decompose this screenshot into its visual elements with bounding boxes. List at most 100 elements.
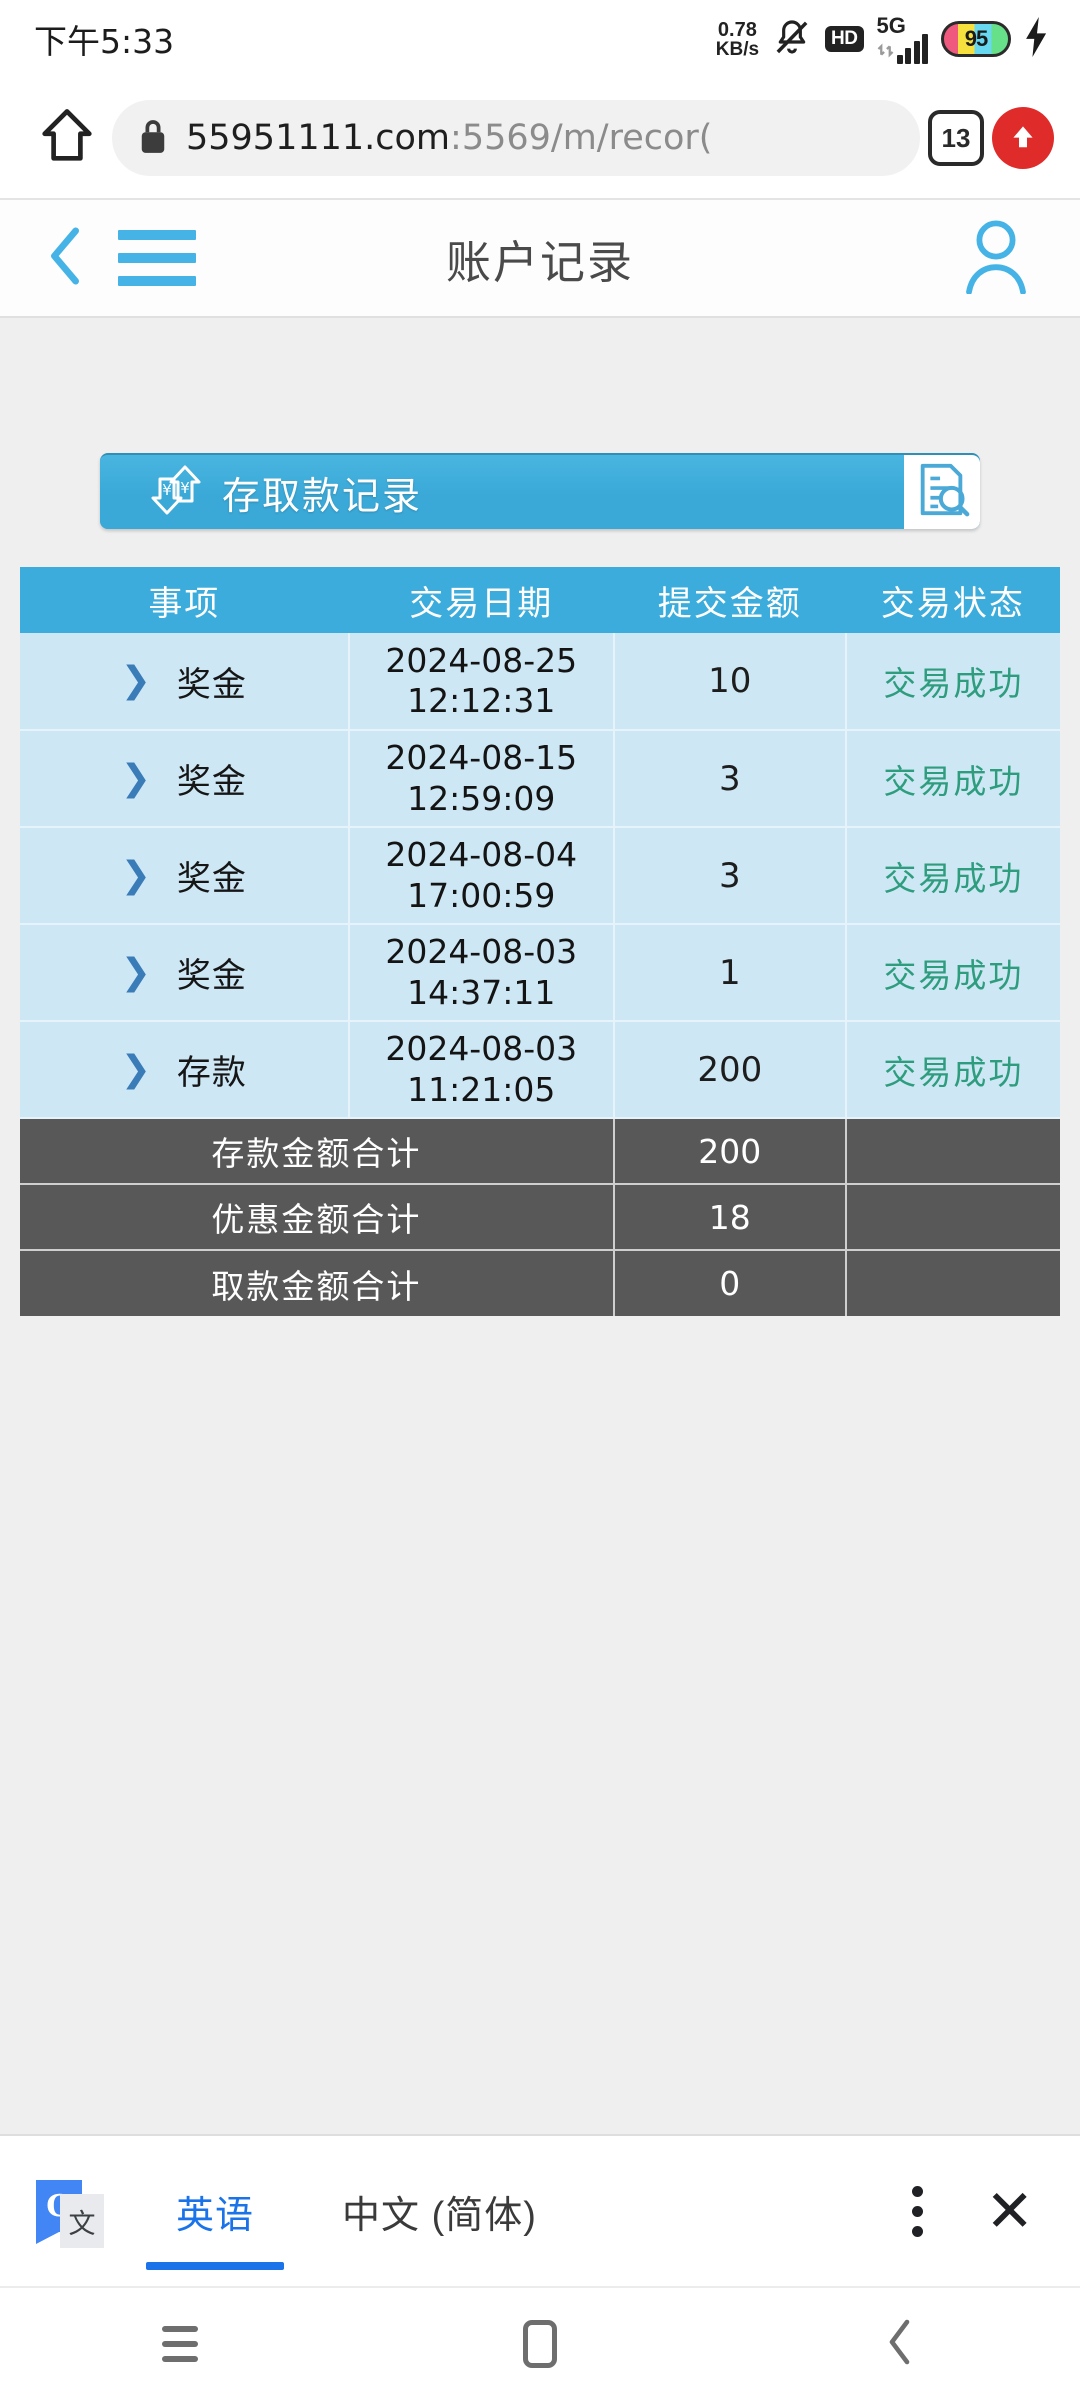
summary-value: 0 bbox=[613, 1250, 847, 1316]
transaction-time: 17:00:59 bbox=[407, 875, 556, 915]
cell-status: 交易成功 bbox=[845, 633, 1060, 731]
cell-item[interactable]: ❯ 存款 bbox=[20, 1021, 350, 1119]
item-label: 奖金 bbox=[176, 957, 247, 995]
url-bar[interactable]: 55951111.com:5569/m/recor( bbox=[112, 100, 920, 176]
summary-row: 取款金额合计 0 bbox=[20, 1250, 1060, 1316]
cell-amount: 200 bbox=[613, 1021, 847, 1119]
cell-status: 交易成功 bbox=[845, 1021, 1060, 1119]
data-transfer-icon bbox=[877, 42, 894, 64]
deposit-withdraw-arrows-icon: ¥ ¥ bbox=[148, 461, 208, 524]
url-path: :5569/m/recor( bbox=[450, 118, 713, 158]
network-speed-indicator: 0.78 KB/s bbox=[716, 20, 759, 59]
charging-bolt-icon bbox=[1024, 16, 1050, 62]
upload-arrow-icon bbox=[1007, 120, 1039, 157]
recents-button[interactable] bbox=[110, 2326, 250, 2362]
banner-title: 存取款记录 bbox=[222, 475, 423, 518]
kebab-menu-icon[interactable] bbox=[912, 2185, 924, 2237]
cell-item[interactable]: ❯ 奖金 bbox=[20, 730, 350, 828]
url-text: 55951111.com:5569/m/recor( bbox=[186, 118, 712, 158]
summary-empty-cell bbox=[845, 1250, 1060, 1316]
tab-switcher-button[interactable]: 13 bbox=[928, 110, 984, 166]
table-row[interactable]: ❯ 奖金 2024-08-04 17:00:59 3 交易 bbox=[20, 827, 1060, 925]
column-header-item: 事项 bbox=[20, 567, 349, 633]
status-badge: 交易成功 bbox=[883, 665, 1024, 702]
hd-badge-icon: HD bbox=[825, 26, 864, 52]
summary-label: 优惠金额合计 bbox=[20, 1184, 615, 1251]
cell-item[interactable]: ❯ 奖金 bbox=[20, 633, 350, 731]
chevron-right-icon[interactable]: ❯ bbox=[120, 757, 151, 799]
close-icon[interactable]: ✕ bbox=[985, 2177, 1034, 2245]
tab-chinese-simplified[interactable]: 中文 (简体) bbox=[342, 2194, 537, 2237]
summary-value: 200 bbox=[613, 1118, 847, 1185]
account-records-table: 事项 交易日期 提交金额 交易状态 ❯ 奖金 bbox=[20, 567, 1060, 1316]
cell-amount: 3 bbox=[613, 730, 847, 828]
table-row[interactable]: ❯ 奖金 2024-08-15 12:59:09 3 交易 bbox=[20, 730, 1060, 828]
cellular-signal-indicator: 5G bbox=[876, 12, 928, 64]
document-search-icon bbox=[914, 461, 970, 524]
cell-date: 2024-08-03 14:37:11 bbox=[348, 924, 615, 1022]
chevron-left-icon bbox=[44, 227, 88, 291]
network-speed-value: 0.78 bbox=[717, 18, 757, 41]
app-header: 账户记录 bbox=[0, 200, 1080, 318]
home-button[interactable] bbox=[30, 107, 104, 170]
language-tabs: 英语 中文 (简体) bbox=[132, 2136, 581, 2286]
record-search-button[interactable] bbox=[904, 455, 980, 529]
deposit-withdraw-banner[interactable]: ¥ ¥ 存取款记录 bbox=[100, 453, 980, 529]
account-button[interactable] bbox=[960, 218, 1032, 299]
status-badge: 交易成功 bbox=[883, 956, 1024, 994]
transaction-time: 14:37:11 bbox=[407, 972, 556, 1012]
status-bar: 下午5:33 0.78 KB/s HD 5G bbox=[0, 0, 1080, 78]
status-clock: 下午5:33 bbox=[34, 22, 175, 61]
item-label: 奖金 bbox=[176, 665, 247, 704]
hamburger-menu-icon[interactable] bbox=[118, 230, 196, 286]
cell-item[interactable]: ❯ 奖金 bbox=[20, 827, 350, 925]
transaction-date: 2024-08-03 bbox=[385, 932, 578, 972]
lock-icon bbox=[138, 117, 168, 160]
back-button[interactable] bbox=[44, 225, 88, 292]
battery-indicator: 95 bbox=[941, 21, 1011, 57]
summary-row: 优惠金额合计 18 bbox=[20, 1184, 1060, 1251]
tab-english[interactable]: 英语 bbox=[132, 2136, 298, 2286]
cell-status: 交易成功 bbox=[845, 924, 1060, 1022]
page-content: ¥ ¥ 存取款记录 bbox=[0, 318, 1080, 2134]
cell-date: 2024-08-25 12:12:31 bbox=[348, 633, 615, 731]
table-row[interactable]: ❯ 奖金 2024-08-25 12:12:31 10 交 bbox=[20, 633, 1060, 731]
bell-muted-icon bbox=[772, 17, 812, 62]
back-button-nav[interactable] bbox=[830, 2318, 970, 2371]
item-label: 奖金 bbox=[176, 860, 247, 898]
browser-update-button[interactable] bbox=[992, 107, 1054, 169]
transaction-date: 2024-08-25 bbox=[385, 640, 578, 680]
cell-amount: 3 bbox=[613, 827, 847, 925]
signal-bars-icon bbox=[896, 33, 928, 64]
summary-empty-cell bbox=[845, 1184, 1060, 1251]
back-chevron-icon bbox=[885, 2318, 915, 2371]
home-button-nav[interactable] bbox=[470, 2320, 610, 2368]
column-header-date: 交易日期 bbox=[348, 567, 614, 633]
item-label: 存款 bbox=[176, 1054, 247, 1092]
chevron-right-icon[interactable]: ❯ bbox=[120, 854, 151, 896]
column-header-amount: 提交金额 bbox=[613, 567, 846, 633]
summary-value: 18 bbox=[613, 1184, 847, 1251]
google-translate-icon: G 文 bbox=[32, 2174, 106, 2248]
table-row[interactable]: ❯ 存款 2024-08-03 11:21:05 200 bbox=[20, 1021, 1060, 1119]
network-type-label: 5G bbox=[876, 12, 906, 38]
banner-label-area: ¥ ¥ 存取款记录 bbox=[100, 455, 904, 529]
android-nav-bar bbox=[0, 2286, 1080, 2400]
transaction-date: 2024-08-15 bbox=[385, 738, 578, 778]
chevron-right-icon[interactable]: ❯ bbox=[120, 951, 151, 993]
table-row[interactable]: ❯ 奖金 2024-08-03 14:37:11 1 交易 bbox=[20, 924, 1060, 1022]
item-label: 奖金 bbox=[176, 763, 247, 801]
network-speed-unit: KB/s bbox=[715, 38, 760, 60]
chevron-right-icon[interactable]: ❯ bbox=[120, 660, 151, 701]
cell-date: 2024-08-03 11:21:05 bbox=[348, 1021, 615, 1119]
status-badge: 交易成功 bbox=[883, 1053, 1024, 1091]
status-badge: 交易成功 bbox=[883, 859, 1024, 897]
cell-item[interactable]: ❯ 奖金 bbox=[20, 924, 350, 1022]
battery-level-label: 95 bbox=[964, 26, 989, 51]
transaction-time: 11:21:05 bbox=[407, 1069, 556, 1109]
home-icon bbox=[40, 107, 94, 170]
chevron-right-icon[interactable]: ❯ bbox=[120, 1048, 151, 1090]
summary-empty-cell bbox=[845, 1118, 1060, 1185]
cell-status: 交易成功 bbox=[845, 730, 1060, 828]
